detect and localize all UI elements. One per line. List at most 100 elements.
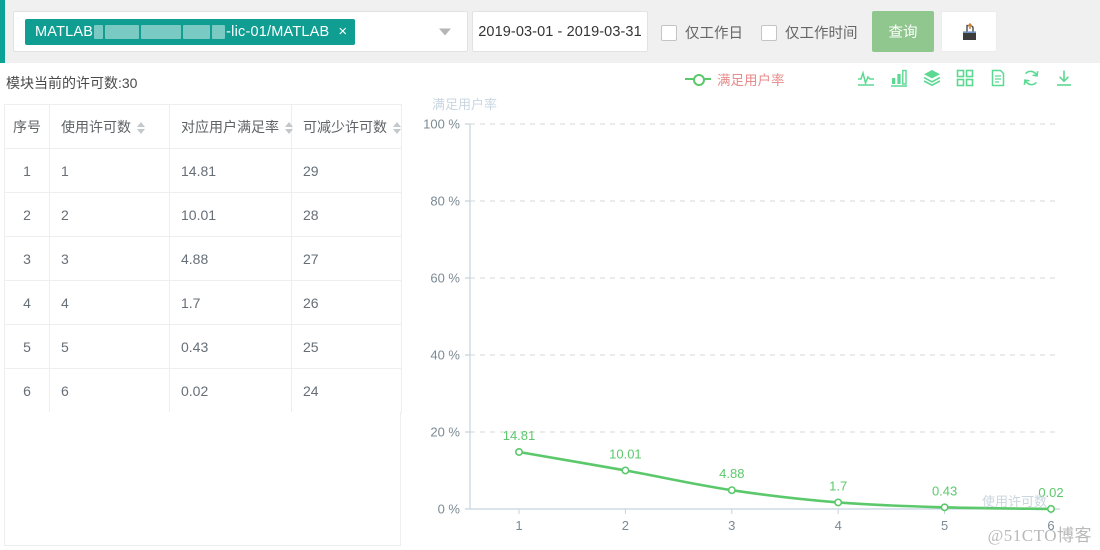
- data-point: [621, 466, 630, 475]
- table-cell: 4: [4, 280, 50, 325]
- chart-toolbox: [856, 68, 1074, 88]
- license-table: 序号 使用许可数 对应用户满足率 可减少许可数 1 1 14.81 29 2 2 10.01…: [4, 104, 402, 413]
- table-cell: 10.01: [169, 192, 292, 237]
- column-header-used-licenses[interactable]: 使用许可数: [49, 104, 170, 149]
- table-cell: 5: [4, 324, 50, 369]
- top-toolbar: MATLAB -lic-01/MATLAB × 2019-03-01 - 2019…: [0, 0, 1100, 63]
- table-cell: 1: [49, 148, 170, 193]
- grid-tiles-icon[interactable]: [955, 68, 975, 88]
- column-header-index[interactable]: 序号: [4, 104, 50, 149]
- table-cell: 26: [291, 280, 402, 325]
- x-axis-tick-label: 5: [941, 518, 948, 533]
- data-point-label: 14.81: [503, 428, 536, 443]
- data-point-label: 0.02: [1038, 485, 1063, 500]
- redacted-block: [141, 24, 182, 39]
- column-header-satisfaction-rate[interactable]: 对应用户满足率: [169, 104, 293, 149]
- table-cell: 4: [49, 280, 170, 325]
- data-point: [940, 503, 949, 512]
- table-cell: 28: [291, 192, 402, 237]
- query-button[interactable]: 查询: [872, 11, 934, 52]
- table-cell: 4.88: [169, 236, 292, 281]
- chevron-down-icon[interactable]: [439, 28, 451, 35]
- table-row: 1 1 14.81 29: [4, 148, 402, 193]
- x-axis-tick-label: 4: [835, 518, 842, 533]
- x-axis-tick-label: 3: [728, 518, 735, 533]
- y-axis-title: 满足用户率: [432, 97, 498, 112]
- sort-icon[interactable]: [137, 121, 145, 135]
- table-cell: 6: [49, 368, 170, 413]
- line-chart-icon[interactable]: [856, 68, 876, 88]
- sort-icon[interactable]: [393, 121, 401, 135]
- table-cell: 5: [49, 324, 170, 369]
- satisfaction-rate-line-chart: 0 % 20 % 40 % 60 % 80 % 100 % 1 2 3 4 5 6 14.81 10.01…: [423, 117, 1064, 534]
- data-point-label: 1.7: [829, 478, 847, 493]
- table-header: 序号 使用许可数 对应用户满足率 可减少许可数: [4, 104, 402, 149]
- table-cell: 3: [49, 236, 170, 281]
- column-header-reducible-licenses-label: 可减少许可数: [303, 118, 387, 135]
- date-range-input[interactable]: 2019-03-01 - 2019-03-31: [472, 11, 648, 52]
- tag-close-icon[interactable]: ×: [338, 23, 348, 40]
- table-cell: 1.7: [169, 280, 292, 325]
- checkbox-workhour[interactable]: 仅工作时间: [761, 22, 858, 43]
- module-license-count: 模块当前的许可数:30: [6, 75, 138, 91]
- table-cell: 6: [4, 368, 50, 413]
- refresh-icon[interactable]: [1021, 68, 1041, 88]
- checkbox-workday[interactable]: 仅工作日: [661, 22, 743, 43]
- table-cell: 3: [4, 236, 50, 281]
- x-axis-tick-label: 2: [622, 518, 629, 533]
- data-point-label: 10.01: [609, 446, 642, 461]
- table-cell: 27: [291, 236, 402, 281]
- checkbox-workday-label: 仅工作日: [685, 26, 743, 42]
- redacted-block: [94, 24, 104, 39]
- data-point: [1046, 504, 1055, 513]
- toolbar-accent-bar: [0, 0, 5, 63]
- license-table-panel: 模块当前的许可数:30 序号 使用许可数 对应用户满足率 可减少许可数 1 1 14…: [0, 63, 403, 550]
- tag-suffix-label: -lic-01/MATLAB: [226, 23, 330, 40]
- chart-legend-item[interactable]: 满足用户率: [685, 69, 785, 89]
- data-point: [727, 486, 736, 495]
- y-axis-tick-label: 20 %: [430, 425, 460, 440]
- data-point: [515, 447, 524, 456]
- column-header-satisfaction-rate-label: 对应用户满足率: [181, 118, 279, 135]
- series-line: [517, 450, 1053, 511]
- redacted-block: [183, 24, 211, 39]
- print-export-icon: [963, 22, 976, 40]
- table-row: 4 4 1.7 26: [4, 280, 402, 325]
- table-row: 3 3 4.88 27: [4, 236, 402, 281]
- redacted-block: [212, 24, 226, 39]
- tag-prefix-label: MATLAB: [35, 23, 94, 40]
- y-axis-tick-label: 60 %: [430, 271, 460, 286]
- checkbox-box-icon[interactable]: [761, 24, 777, 41]
- checkbox-box-icon[interactable]: [661, 24, 677, 41]
- legend-line-marker-icon: [685, 73, 711, 86]
- table-cell: 14.81: [169, 148, 292, 193]
- table-cell: 2: [4, 192, 50, 237]
- column-header-index-label: 序号: [13, 118, 41, 135]
- y-axis-tick-label: 40 %: [430, 348, 460, 363]
- module-select[interactable]: MATLAB -lic-01/MATLAB ×: [13, 11, 468, 52]
- table-cell: 29: [291, 148, 402, 193]
- layers-icon[interactable]: [922, 68, 942, 88]
- selected-module-tag[interactable]: MATLAB -lic-01/MATLAB ×: [25, 18, 356, 45]
- table-cell: 2: [49, 192, 170, 237]
- table-row: 5 5 0.43 25: [4, 324, 402, 369]
- x-axis-tick-label: 1: [515, 518, 522, 533]
- export-button[interactable]: [941, 11, 997, 52]
- redacted-block: [105, 24, 140, 39]
- sort-icon[interactable]: [285, 121, 293, 135]
- checkbox-workhour-label: 仅工作时间: [785, 26, 858, 42]
- watermark: @51CTO博客: [987, 526, 1092, 545]
- table-row: 6 6 0.02 24: [4, 368, 402, 413]
- document-icon[interactable]: [988, 68, 1008, 88]
- x-axis-title: 使用许可数: [982, 494, 1047, 509]
- table-cell: 24: [291, 368, 402, 413]
- y-axis-tick-label: 0 %: [438, 502, 461, 517]
- data-point-label: 4.88: [719, 466, 744, 481]
- bar-chart-icon[interactable]: [889, 68, 909, 88]
- column-header-used-licenses-label: 使用许可数: [61, 118, 131, 135]
- x-axis-tick-label: 6: [1047, 518, 1054, 533]
- column-header-reducible-licenses[interactable]: 可减少许可数: [291, 104, 402, 149]
- download-icon[interactable]: [1054, 68, 1074, 88]
- date-range-value: 2019-03-01 - 2019-03-31: [478, 23, 642, 40]
